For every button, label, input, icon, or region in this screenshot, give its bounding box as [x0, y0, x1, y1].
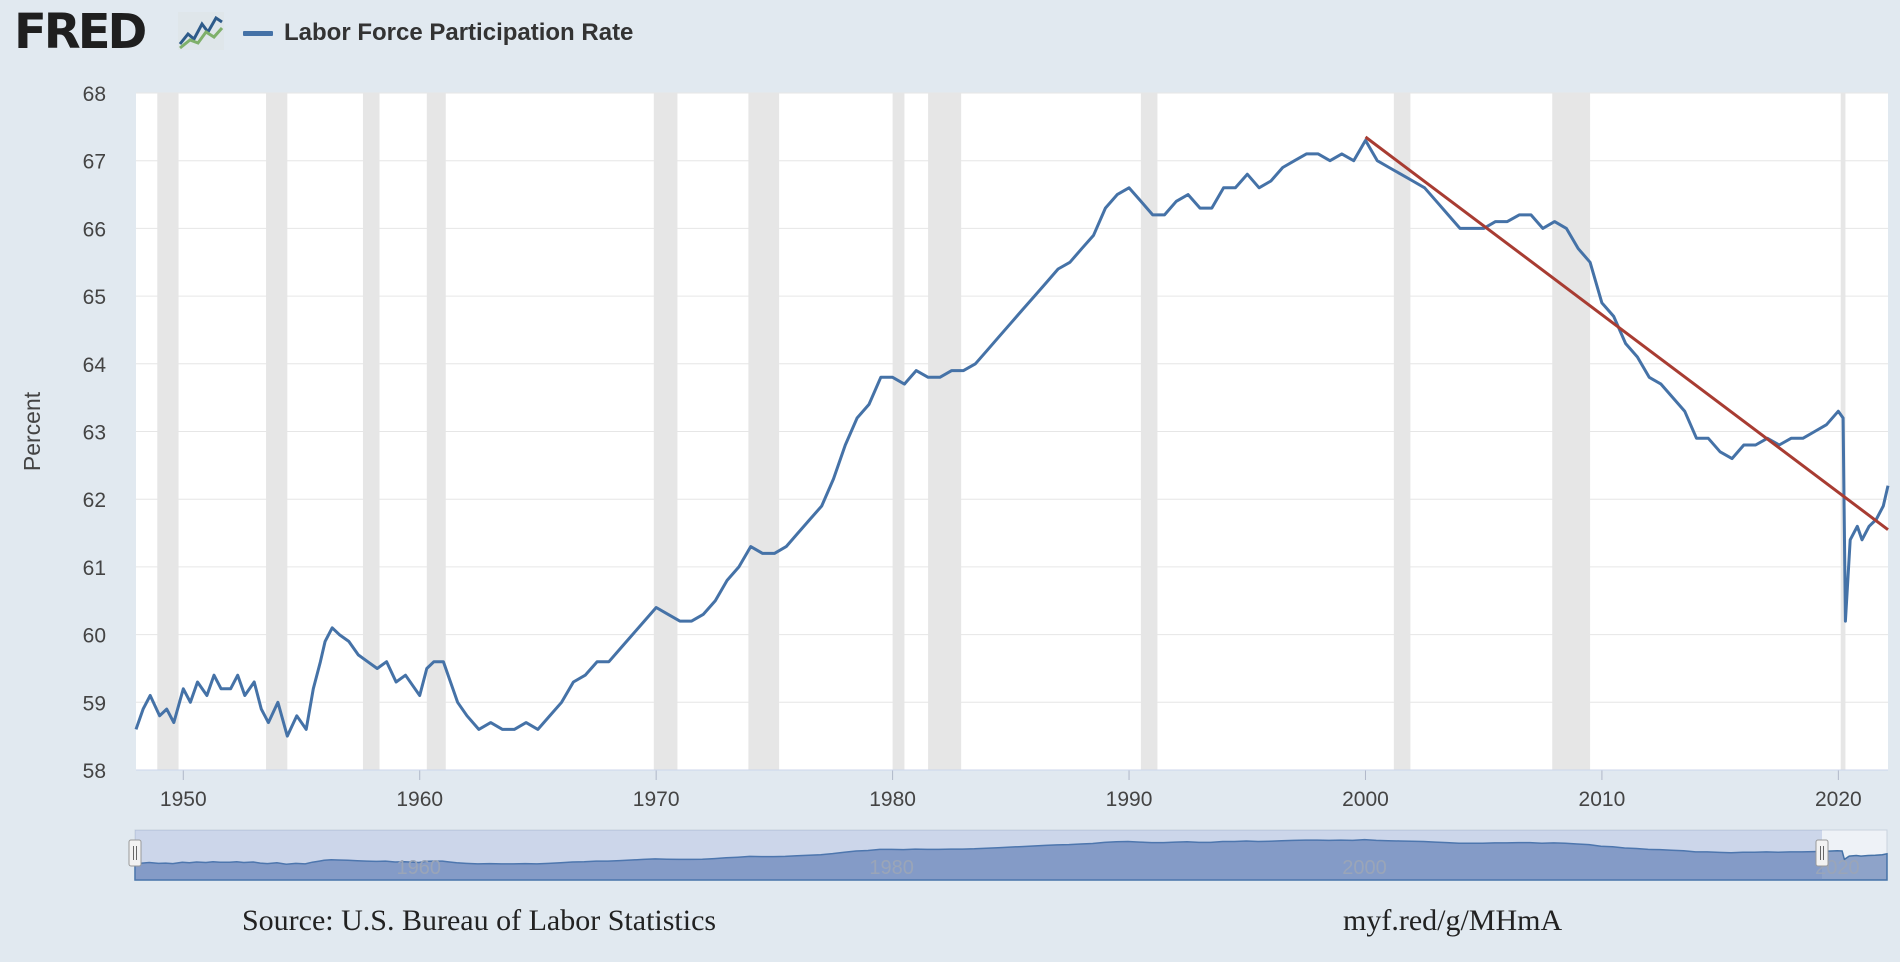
- navigator[interactable]: 1960 1980 2000 2020: [128, 829, 1888, 881]
- x-tick-label: 2020: [1815, 788, 1862, 811]
- plot-area: 58 59 60 61 62 63 64 65 66 67 68 1950 1960 1970 1980 19…: [19, 83, 1890, 811]
- y-tick-label: 65: [83, 286, 106, 309]
- navigator-tick-label: 1980: [869, 857, 914, 879]
- y-tick-label: 63: [83, 422, 106, 445]
- y-tick-label: 61: [83, 557, 106, 580]
- x-tick-label: 1970: [633, 788, 680, 811]
- navigator-left-handle[interactable]: [128, 839, 142, 867]
- x-tick-label: 1980: [869, 788, 916, 811]
- navigator-area: [134, 838, 1888, 881]
- legend-label: Labor Force Participation Rate: [284, 19, 634, 46]
- navigator-tick-label: 2000: [1342, 857, 1387, 879]
- chart-header: FRED Labor Force Participation Rate: [0, 0, 1900, 70]
- y-axis-label: Percent: [19, 391, 45, 471]
- y-tick-label: 64: [83, 354, 107, 377]
- x-tick-label: 2010: [1579, 788, 1626, 811]
- short-url-link[interactable]: myf.red/g/MHmA: [1343, 904, 1563, 937]
- x-tick-label: 1960: [396, 788, 443, 811]
- navigator-right-handle[interactable]: [1815, 839, 1829, 867]
- y-tick-label: 60: [83, 625, 106, 648]
- navigator-selection[interactable]: [135, 830, 1822, 880]
- trend-line: [1364, 135, 1889, 531]
- source-text: Source: U.S. Bureau of Labor Statistics: [242, 904, 717, 937]
- legend[interactable]: Labor Force Participation Rate: [243, 19, 633, 47]
- y-tick-label: 67: [83, 151, 106, 174]
- chart-line-icon: [178, 12, 224, 50]
- y-tick-label: 58: [83, 760, 106, 783]
- x-tick-label: 1950: [160, 788, 207, 811]
- y-tick-label: 62: [83, 489, 106, 512]
- fred-logo[interactable]: FRED: [14, 4, 147, 60]
- y-tick-label: 59: [83, 692, 106, 715]
- legend-swatch: [243, 30, 273, 36]
- navigator-tick-label: 1960: [396, 857, 441, 879]
- y-tick-label: 66: [83, 218, 106, 241]
- x-tick-label: 1990: [1106, 788, 1153, 811]
- x-tick-label: 2000: [1342, 788, 1389, 811]
- y-tick-label: 68: [83, 83, 106, 106]
